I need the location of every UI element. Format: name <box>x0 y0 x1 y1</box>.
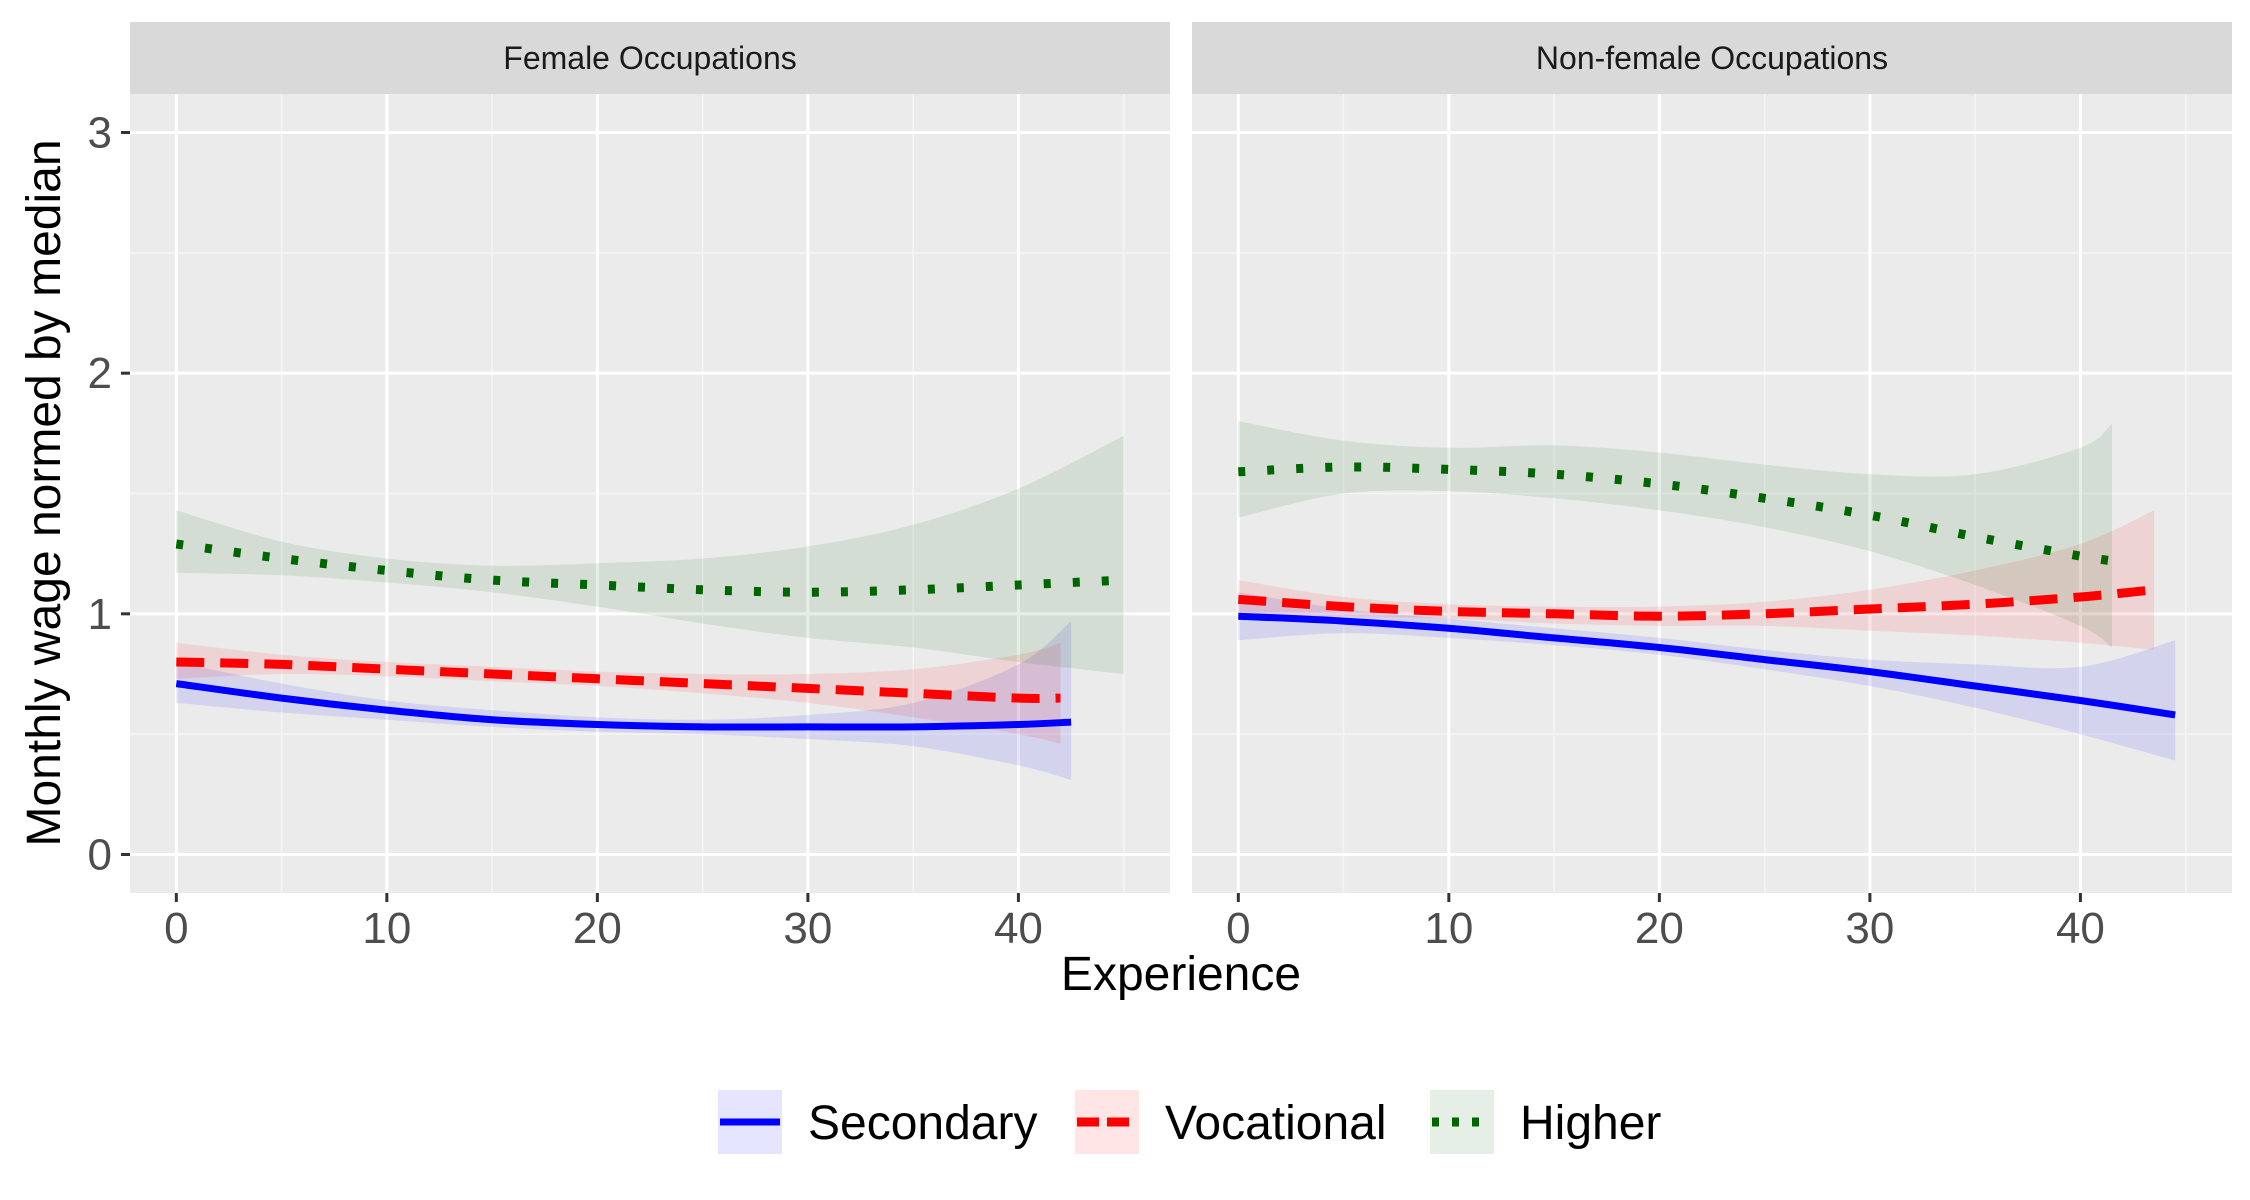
x-tick-label: 20 <box>1635 904 1684 953</box>
y-tick-label: 3 <box>88 109 112 158</box>
legend-item-secondary: Secondary <box>718 1090 1037 1154</box>
x-tick-label: 30 <box>1845 904 1894 953</box>
x-tick-label: 40 <box>2056 904 2105 953</box>
x-tick-label: 0 <box>1226 904 1250 953</box>
confidence-band-higher <box>1238 421 2112 648</box>
confidence-band-secondary <box>176 621 1072 780</box>
facet-title: Non-female Occupations <box>1536 40 1888 76</box>
series-line-secondary <box>175 680 1072 731</box>
x-tick-label: 0 <box>164 904 188 953</box>
x-tick-label: 10 <box>1424 904 1473 953</box>
facet-title: Female Occupations <box>503 40 796 76</box>
axes: 0 10 20 30 40 0 10 20 30 40 0 1 2 3 <box>88 109 2105 953</box>
legend-label: Vocational <box>1165 1097 1387 1150</box>
legend-label: Secondary <box>808 1097 1037 1150</box>
legend-key-background <box>1430 1090 1494 1154</box>
confidence-band-higher <box>176 435 1124 674</box>
legend: Secondary Vocational Higher <box>718 1090 1661 1154</box>
y-tick-label: 0 <box>88 830 112 879</box>
legend-label: Higher <box>1520 1097 1661 1150</box>
series-line-secondary <box>1238 612 2176 719</box>
facet-panel: Female Occupations <box>130 22 1170 893</box>
x-tick-label: 30 <box>783 904 832 953</box>
panels: Female Occupations Non-female Occupations <box>130 22 2232 893</box>
facet-strip <box>1192 22 2232 94</box>
facet-strip <box>130 22 1170 94</box>
series-line-vocational <box>1237 585 2155 621</box>
legend-item-higher: Higher <box>1430 1090 1661 1154</box>
confidence-band-secondary <box>1238 592 2176 761</box>
series-line-vocational <box>176 657 1061 703</box>
x-axis-title: Experience <box>1061 948 1301 1001</box>
y-tick-label: 1 <box>88 590 112 639</box>
y-tick-label: 2 <box>88 349 112 398</box>
legend-item-vocational: Vocational <box>1075 1090 1387 1154</box>
y-axis-title: Monthly wage normed by median <box>18 139 71 846</box>
x-tick-label: 10 <box>362 904 411 953</box>
facet-panel: Non-female Occupations <box>1192 22 2232 893</box>
x-tick-label: 40 <box>994 904 1043 953</box>
x-tick-label: 20 <box>573 904 622 953</box>
